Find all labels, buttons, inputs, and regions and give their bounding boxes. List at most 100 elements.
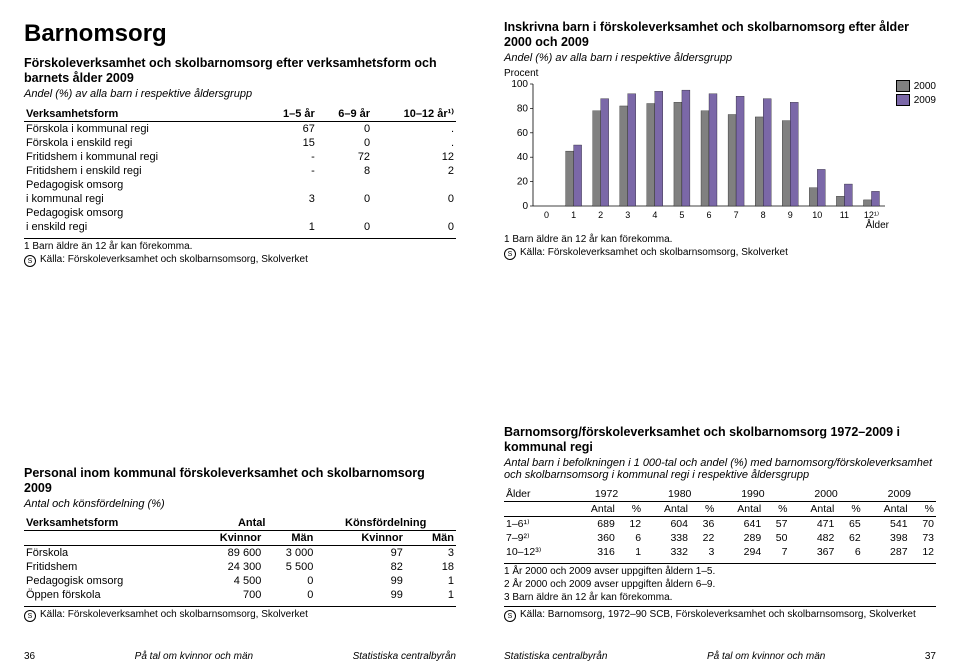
th: Kvinnor (315, 531, 405, 546)
s1-subtitle: Andel (%) av alla barn i respektive ålde… (24, 88, 456, 100)
svg-text:0: 0 (522, 201, 528, 212)
chart-legend: 2000 2009 (896, 80, 936, 108)
cell: 604 (643, 517, 690, 532)
th: Könsfördelning (315, 516, 456, 531)
footer-center: På tal om kvinnor och män (135, 651, 253, 662)
cell: 99 (315, 588, 405, 602)
svg-text:10: 10 (812, 210, 822, 220)
s2-subtitle: Antal och könsfördelning (%) (24, 498, 456, 510)
cell: 82 (315, 560, 405, 574)
legend-label: 2000 (914, 81, 936, 92)
s2-source-text: Källa: Förskoleverksamhet och skolbarnso… (40, 609, 308, 620)
cell: 97 (315, 546, 405, 561)
s3-table: Ålder 1972 1980 1990 2000 2009 Antal % A… (504, 487, 936, 559)
table-row: Fritidshem24 3005 5008218 (24, 560, 456, 574)
th: Verksamhetsform (24, 516, 188, 531)
bar-chart: Procent 0204060801000123456789101112¹⁾Ål… (504, 70, 936, 230)
th: Män (405, 531, 456, 546)
left-page: Barnomsorg Förskoleverksamhet och skolba… (0, 0, 480, 670)
cell: 1 (262, 220, 317, 234)
cell: 0 (372, 220, 456, 234)
cell: 10–12³⁾ (504, 545, 570, 559)
cell: . (372, 136, 456, 150)
cell: Fritidshem (24, 560, 188, 574)
th: 1–5 år (262, 106, 317, 122)
legend-item: 2009 (896, 94, 936, 106)
s3-fn1: 1 År 2000 och 2009 avser uppgiften ålder… (504, 566, 936, 577)
s1-source-text: Källa: Förskoleverksamhet och skolbarnso… (40, 254, 308, 265)
cell: Pedagogisk omsorg (24, 178, 262, 192)
th (24, 531, 188, 546)
s1-title: Förskoleverksamhet och skolbarnomsorg ef… (24, 56, 456, 86)
s2-table: Verksamhetsform Antal Könsfördelning Kvi… (24, 516, 456, 602)
th: Antal (188, 516, 315, 531)
cell: 471 (789, 517, 836, 532)
chart-title: Inskrivna barn i förskoleverksamhet och … (504, 20, 936, 50)
left-footer: 36 På tal om kvinnor och män Statistiska… (24, 651, 456, 662)
source-icon: S (504, 248, 516, 260)
s1-footnote: 1 Barn äldre än 12 år kan förekomma. (24, 241, 456, 252)
s2-source: S Källa: Förskoleverksamhet och skolbarn… (24, 609, 456, 622)
chart-section: Inskrivna barn i förskoleverksamhet och … (504, 20, 936, 262)
s3-fn2: 2 År 2000 och 2009 avser uppgiften ålder… (504, 579, 936, 590)
section-2: Personal inom kommunal förskoleverksamhe… (24, 466, 456, 624)
s3-fn3: 3 Barn äldre än 12 år kan förekomma. (504, 592, 936, 603)
cell: 541 (863, 517, 910, 532)
cell: i enskild regi (24, 220, 262, 234)
th: Män (263, 531, 315, 546)
cell: 482 (789, 531, 836, 545)
table-row: Förskola i kommunal regi670. (24, 122, 456, 137)
table-row: Fritidshem i kommunal regi-7212 (24, 150, 456, 164)
page-num: 37 (925, 651, 936, 662)
cell: 4 500 (188, 574, 263, 588)
cell: 338 (643, 531, 690, 545)
table-row: Pedagogisk omsorg (24, 206, 456, 220)
s2-title: Personal inom kommunal förskoleverksamhe… (24, 466, 456, 496)
table-row: Förskola89 6003 000973 (24, 546, 456, 561)
cell: 12 (617, 517, 643, 532)
right-page: Inskrivna barn i förskoleverksamhet och … (480, 0, 960, 670)
svg-text:0: 0 (544, 210, 549, 220)
cell: 367 (789, 545, 836, 559)
cell: 332 (643, 545, 690, 559)
svg-text:4: 4 (652, 210, 657, 220)
legend-label: 2009 (914, 95, 936, 106)
th: % (910, 502, 936, 517)
th: % (836, 502, 862, 517)
cell (262, 178, 317, 192)
cell: 3 (262, 192, 317, 206)
table-row: i kommunal regi300 (24, 192, 456, 206)
cell (317, 178, 372, 192)
svg-text:6: 6 (706, 210, 711, 220)
chart-subtitle: Andel (%) av alla barn i respektive ålde… (504, 52, 936, 64)
cell: 289 (716, 531, 763, 545)
th: Antal (570, 502, 617, 517)
svg-text:40: 40 (517, 152, 529, 163)
th: Verksamhetsform (24, 106, 262, 122)
cell: 0 (317, 136, 372, 150)
cell: 1–6¹⁾ (504, 517, 570, 532)
cell: 1 (617, 545, 643, 559)
cell: 0 (317, 122, 372, 137)
footer-left: Statistiska centralbyrån (504, 651, 607, 662)
page-title: Barnomsorg (24, 20, 456, 48)
th: % (690, 502, 716, 517)
s3-source: S Källa: Barnomsorg, 1972–90 SCB, Försko… (504, 609, 936, 622)
right-footer: Statistiska centralbyrån På tal om kvinn… (504, 651, 936, 662)
page-num: 36 (24, 651, 35, 662)
cell: 1 (405, 574, 456, 588)
legend-swatch (896, 94, 910, 106)
cell: 89 600 (188, 546, 263, 561)
cell (372, 206, 456, 220)
table-row: Pedagogisk omsorg (24, 178, 456, 192)
svg-text:8: 8 (761, 210, 766, 220)
cell (262, 206, 317, 220)
chart-footnote: 1 Barn äldre än 12 år kan förekomma. (504, 234, 936, 245)
cell: 7 (763, 545, 789, 559)
cell: 73 (910, 531, 936, 545)
cell: 12 (910, 545, 936, 559)
y-axis-label: Procent (504, 68, 538, 79)
s3-subtitle: Antal barn i befolkningen i 1 000-tal oc… (504, 457, 936, 481)
cell: 15 (262, 136, 317, 150)
source-icon: S (24, 610, 36, 622)
